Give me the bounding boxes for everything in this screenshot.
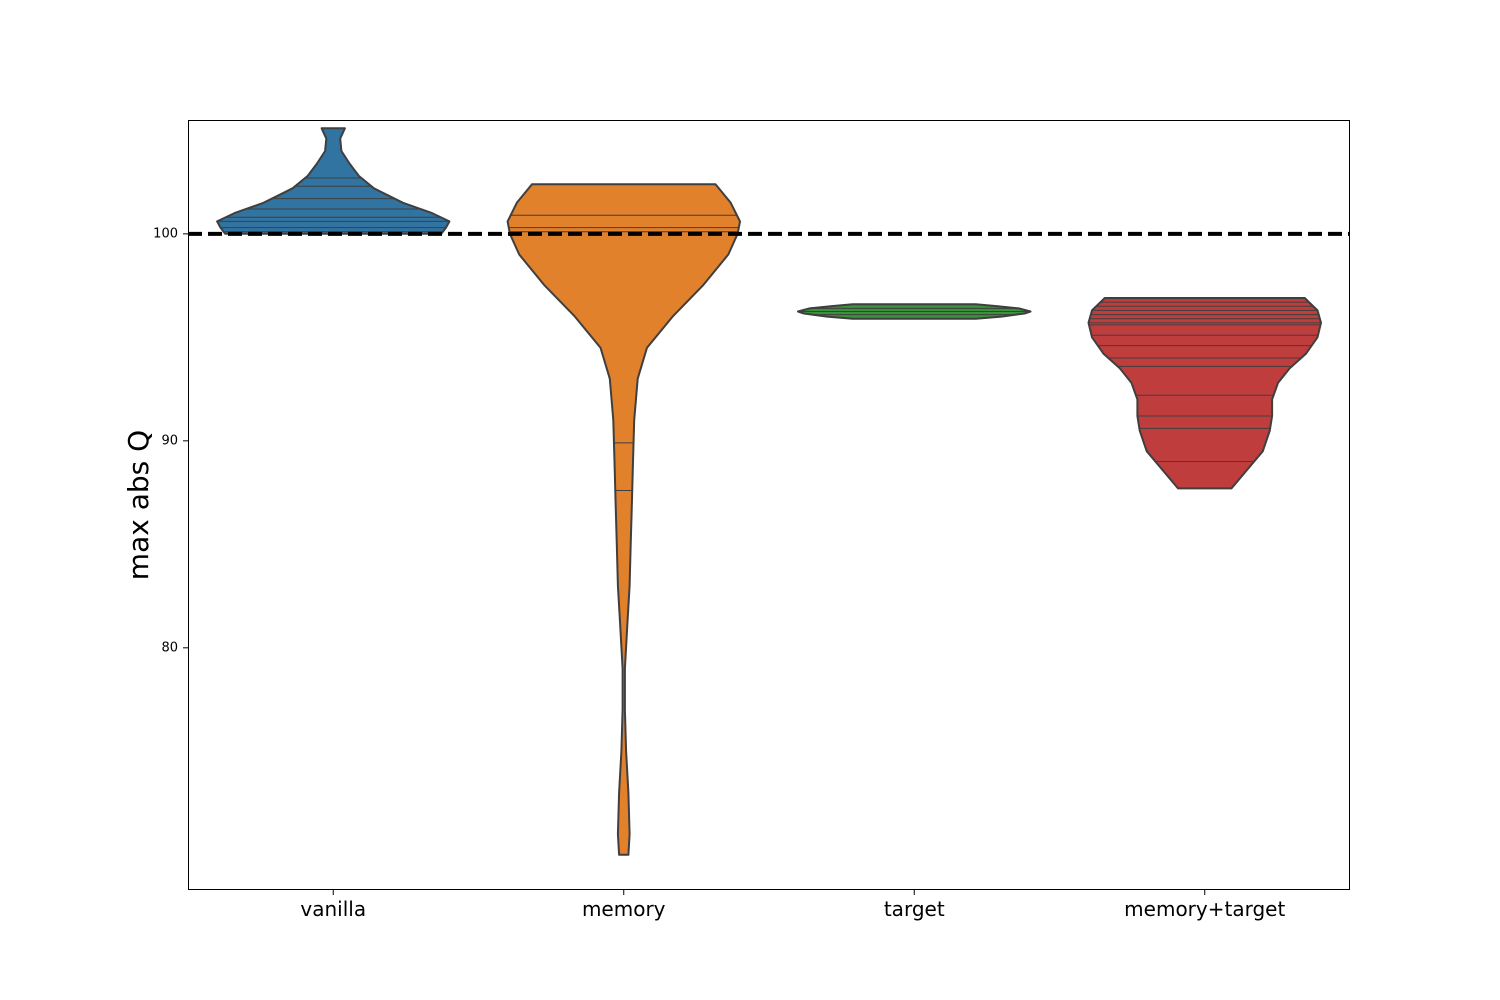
y-tick-label: 90 <box>161 433 178 448</box>
violin-body-vanilla <box>216 127 451 235</box>
x-tick-label-vanilla: vanilla <box>300 897 366 921</box>
plot-frame <box>188 120 1350 890</box>
x-tick-label-memory: memory <box>582 897 666 921</box>
y-tick-label: 100 <box>153 226 178 241</box>
y-axis: 80 90 100 <box>153 226 188 655</box>
violin-body-memory+target <box>1087 297 1322 490</box>
violin-vanilla <box>216 127 451 235</box>
violin-memory <box>506 183 741 856</box>
x-axis: vanilla memory target memory+target <box>300 890 1285 921</box>
x-tick-label-target: target <box>884 897 945 921</box>
violins-layer <box>216 127 1322 856</box>
y-axis-title: max abs Q <box>122 430 155 580</box>
violin-memory+target <box>1087 297 1322 490</box>
y-tick-label: 80 <box>161 640 178 655</box>
x-tick-label-memory+target: memory+target <box>1124 897 1285 921</box>
violin-body-memory <box>506 183 741 856</box>
violin-target <box>797 303 1032 320</box>
